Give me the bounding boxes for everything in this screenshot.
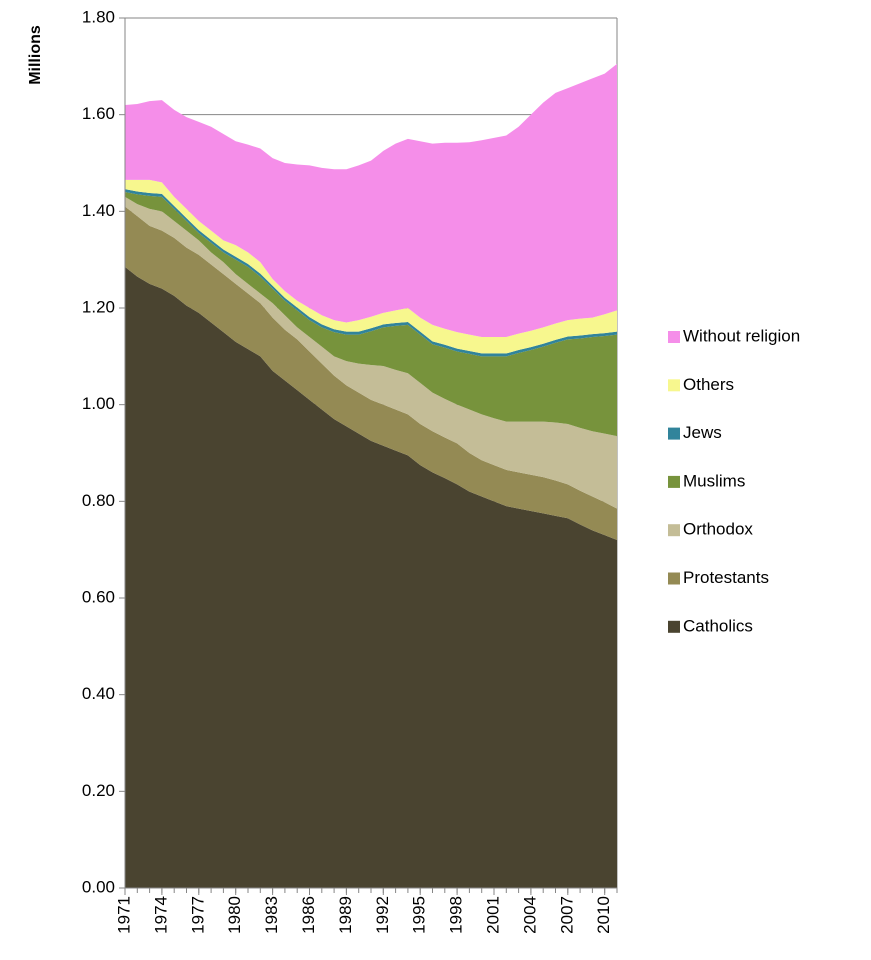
x-tick-label: 1998: [447, 896, 466, 934]
x-tick-label: 2001: [483, 896, 502, 934]
x-tick-label: 2007: [557, 896, 576, 934]
area: [125, 192, 617, 437]
area: [125, 206, 617, 540]
y-tick-label: 1.60: [82, 104, 115, 123]
legend-label: Orthodox: [683, 520, 753, 539]
area: [125, 266, 617, 889]
x-tick-label: 1977: [188, 896, 207, 934]
area: [125, 179, 617, 354]
y-tick-label: 1.80: [82, 7, 115, 26]
y-tick-label: 0.00: [82, 877, 115, 896]
x-tick-label: 1983: [262, 896, 281, 934]
y-tick-label: 1.20: [82, 297, 115, 316]
legend-swatch: [668, 475, 680, 488]
legend-swatch: [668, 620, 680, 633]
x-tick-label: 1992: [373, 896, 392, 934]
area: [125, 63, 617, 338]
y-tick-label: 0.40: [82, 684, 115, 703]
y-tick-label: 1.40: [82, 201, 115, 220]
legend-label: Others: [683, 375, 734, 394]
y-axis-label: Millions: [27, 25, 44, 85]
x-tick-label: 1986: [299, 896, 318, 934]
x-tick-label: 1974: [151, 896, 170, 934]
legend-swatch: [668, 331, 680, 343]
x-tick-label: 2010: [594, 896, 613, 934]
y-tick-label: 0.20: [82, 781, 115, 800]
legend-label: Protestants: [683, 568, 769, 587]
legend-label: Jews: [683, 423, 722, 442]
x-tick-label: 2004: [520, 896, 539, 934]
y-tick-label: 1.00: [82, 394, 115, 413]
legend-swatch: [668, 524, 680, 537]
legend-swatch: [668, 427, 680, 440]
x-tick-label: 1971: [114, 896, 133, 934]
legend-label: Muslims: [683, 471, 745, 490]
area: [125, 196, 617, 509]
legend-label: Without religion: [683, 326, 800, 345]
legend-swatch: [668, 572, 680, 585]
legend-swatch: [668, 379, 680, 392]
x-tick-label: 1989: [336, 896, 355, 934]
y-tick-label: 0.60: [82, 587, 115, 606]
y-tick-label: 0.80: [82, 491, 115, 510]
legend-label: Catholics: [683, 616, 753, 635]
x-tick-label: 1995: [410, 896, 429, 934]
x-tick-label: 1980: [225, 896, 244, 934]
